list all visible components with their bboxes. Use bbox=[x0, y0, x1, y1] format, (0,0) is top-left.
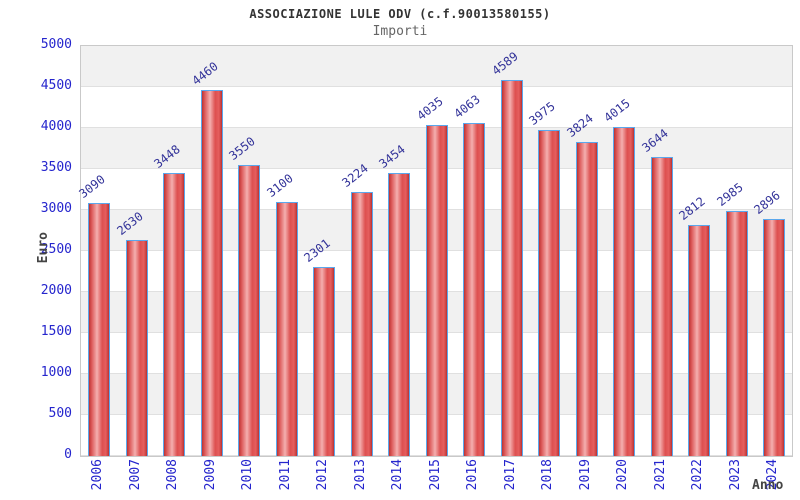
y-tick-label: 5000 bbox=[40, 37, 72, 52]
bar-2010 bbox=[238, 165, 260, 456]
bar-2012 bbox=[313, 267, 335, 456]
y-tick-label: 2500 bbox=[40, 242, 72, 257]
chart-subtitle: Importi bbox=[372, 24, 428, 39]
x-tick-label: 2022 bbox=[690, 459, 705, 491]
y-tick-label: 1500 bbox=[40, 324, 72, 339]
grid-band bbox=[81, 46, 792, 87]
x-tick-label: 2007 bbox=[127, 459, 143, 491]
chart-title: ASSOCIAZIONE LULE ODV (c.f.90013580155) bbox=[249, 7, 551, 21]
x-tick-label: 2006 bbox=[90, 459, 105, 491]
y-tick-label: 1000 bbox=[40, 365, 72, 380]
y-axis-label: Euro bbox=[36, 232, 51, 264]
x-tick-label: 2020 bbox=[615, 459, 630, 491]
bar-2018 bbox=[538, 130, 560, 456]
bar-2009 bbox=[201, 90, 223, 456]
x-tick-label: 2012 bbox=[315, 459, 330, 491]
bar-2013 bbox=[351, 192, 373, 456]
y-tick-label: 2000 bbox=[40, 283, 72, 298]
x-tick-label: 2015 bbox=[427, 459, 443, 491]
y-tick-label: 500 bbox=[48, 406, 72, 421]
x-tick-label: 2023 bbox=[727, 459, 743, 491]
x-tick-label: 2014 bbox=[390, 459, 405, 491]
bar-2019 bbox=[576, 142, 598, 456]
bar-2015 bbox=[426, 125, 448, 456]
x-tick-label: 2017 bbox=[502, 459, 518, 491]
y-tick-label: 3000 bbox=[40, 201, 72, 216]
plot-area: 3090 2630 3448 4460 3550 3100 2301 3224 3454 4035… bbox=[76, 45, 793, 457]
bar-2022 bbox=[688, 225, 710, 456]
y-tick-label: 0 bbox=[64, 447, 72, 462]
y-tick-label: 4500 bbox=[40, 78, 72, 93]
x-tick-label: 2016 bbox=[465, 459, 480, 491]
x-tick-label: 2021 bbox=[652, 459, 668, 491]
x-tick-label: 2010 bbox=[240, 459, 255, 491]
bar-2016 bbox=[463, 123, 485, 456]
bar-2007 bbox=[126, 240, 148, 456]
x-tick-label: 2018 bbox=[540, 459, 555, 491]
y-tick-label: 4000 bbox=[40, 119, 72, 134]
bar-2017 bbox=[501, 80, 523, 456]
bar-2024 bbox=[763, 219, 785, 456]
bar-2021 bbox=[651, 157, 673, 456]
bar-2023 bbox=[726, 211, 748, 456]
bar-2008 bbox=[163, 173, 185, 456]
bar-2014 bbox=[388, 173, 410, 456]
y-tick-label: 3500 bbox=[40, 160, 72, 175]
x-tick-label: 2009 bbox=[202, 459, 218, 491]
bar-2020 bbox=[613, 127, 635, 456]
x-tick-label: 2011 bbox=[277, 459, 293, 491]
bar-2011 bbox=[276, 202, 298, 456]
bar-2006 bbox=[88, 203, 110, 456]
x-tick-label: 2008 bbox=[165, 459, 180, 491]
x-tick-label: 2013 bbox=[352, 459, 368, 491]
x-axis-label: Anno bbox=[752, 478, 784, 493]
x-tick-label: 2019 bbox=[577, 459, 593, 491]
